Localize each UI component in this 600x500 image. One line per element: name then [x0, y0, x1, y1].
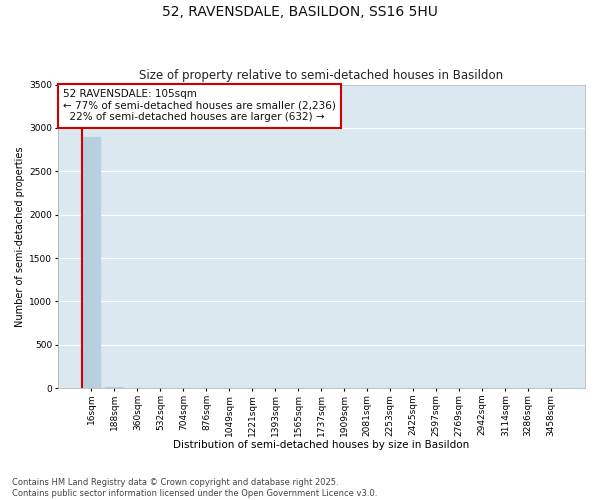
Text: Contains HM Land Registry data © Crown copyright and database right 2025.
Contai: Contains HM Land Registry data © Crown c… [12, 478, 377, 498]
Title: Size of property relative to semi-detached houses in Basildon: Size of property relative to semi-detach… [139, 69, 503, 82]
Text: 52 RAVENSDALE: 105sqm
← 77% of semi-detached houses are smaller (2,236)
  22% of: 52 RAVENSDALE: 105sqm ← 77% of semi-deta… [63, 89, 336, 122]
Y-axis label: Number of semi-detached properties: Number of semi-detached properties [15, 146, 25, 326]
Bar [104, 387, 124, 388]
Text: 52, RAVENSDALE, BASILDON, SS16 5HU: 52, RAVENSDALE, BASILDON, SS16 5HU [162, 5, 438, 19]
X-axis label: Distribution of semi-detached houses by size in Basildon: Distribution of semi-detached houses by … [173, 440, 469, 450]
Bar [82, 138, 101, 388]
